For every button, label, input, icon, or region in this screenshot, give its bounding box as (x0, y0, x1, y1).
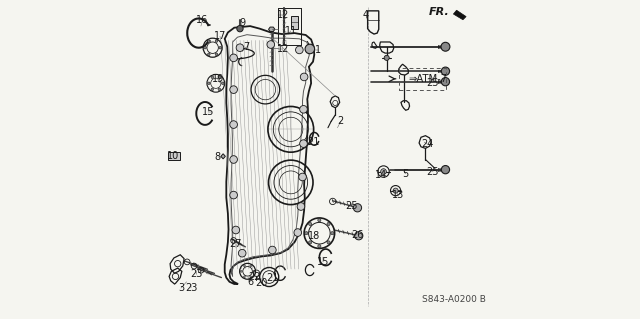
Circle shape (384, 55, 389, 60)
Circle shape (296, 46, 303, 54)
Circle shape (221, 82, 224, 85)
Circle shape (243, 276, 245, 278)
Circle shape (269, 246, 276, 254)
Text: 3: 3 (178, 283, 184, 293)
Circle shape (294, 229, 301, 236)
Text: 22: 22 (248, 272, 261, 282)
Circle shape (250, 276, 252, 278)
Circle shape (232, 226, 239, 234)
Circle shape (215, 40, 218, 42)
Text: 23: 23 (185, 283, 198, 293)
Text: 1: 1 (316, 45, 321, 55)
Circle shape (211, 88, 214, 91)
Circle shape (300, 106, 307, 113)
Text: 8: 8 (214, 152, 221, 162)
Circle shape (393, 188, 398, 193)
Circle shape (238, 249, 246, 257)
Text: 21: 21 (266, 273, 278, 283)
Circle shape (230, 156, 237, 163)
Text: 24: 24 (421, 139, 433, 149)
Circle shape (237, 26, 243, 32)
Text: 7: 7 (243, 42, 250, 52)
Text: 20: 20 (255, 278, 268, 288)
Text: 9: 9 (239, 18, 245, 28)
Circle shape (308, 222, 312, 226)
Circle shape (305, 232, 308, 235)
Text: 17: 17 (214, 31, 226, 41)
Text: 27: 27 (230, 239, 242, 249)
Circle shape (327, 241, 330, 244)
Text: 26: 26 (351, 230, 364, 240)
Circle shape (442, 67, 449, 75)
Text: S843-A0200 B: S843-A0200 B (422, 295, 486, 304)
Circle shape (300, 140, 307, 147)
Circle shape (442, 166, 449, 174)
Circle shape (381, 169, 387, 174)
Circle shape (355, 232, 363, 240)
Text: 12: 12 (277, 44, 290, 54)
Circle shape (219, 47, 221, 49)
Text: 10: 10 (167, 151, 179, 161)
Text: 2: 2 (337, 116, 344, 126)
Text: 16: 16 (196, 15, 209, 25)
Circle shape (267, 41, 275, 48)
Circle shape (305, 44, 315, 54)
Text: 21: 21 (307, 137, 319, 147)
Text: 5: 5 (403, 169, 409, 179)
Text: 25: 25 (426, 78, 439, 88)
Text: 12: 12 (277, 10, 290, 20)
Circle shape (207, 82, 210, 85)
Text: 15: 15 (202, 108, 214, 117)
Bar (291, 16, 298, 29)
Circle shape (331, 232, 334, 235)
Text: 13: 13 (392, 190, 404, 200)
Text: 6: 6 (247, 277, 253, 287)
Circle shape (218, 76, 221, 78)
Polygon shape (172, 154, 176, 158)
Circle shape (250, 265, 252, 267)
Text: 15: 15 (317, 257, 330, 267)
Polygon shape (269, 27, 275, 32)
Text: 11: 11 (285, 26, 297, 36)
Text: 23: 23 (191, 270, 203, 279)
Circle shape (204, 47, 206, 49)
Circle shape (230, 121, 237, 128)
Polygon shape (453, 10, 466, 20)
Circle shape (253, 270, 255, 272)
Circle shape (230, 86, 237, 93)
Text: 25: 25 (345, 201, 357, 211)
Circle shape (442, 78, 449, 86)
Circle shape (218, 88, 221, 91)
Text: 18: 18 (308, 231, 320, 241)
Circle shape (299, 173, 307, 181)
Circle shape (318, 219, 321, 222)
Text: ⇒ATM-7: ⇒ATM-7 (408, 74, 447, 84)
Circle shape (243, 265, 245, 267)
Polygon shape (221, 154, 225, 159)
Text: FR.: FR. (429, 7, 449, 17)
Circle shape (300, 73, 308, 81)
Circle shape (240, 270, 242, 272)
Bar (168, 152, 180, 160)
Circle shape (215, 53, 218, 56)
Circle shape (230, 191, 237, 199)
Text: 25: 25 (426, 167, 439, 177)
Circle shape (297, 203, 305, 210)
Circle shape (207, 40, 210, 42)
Circle shape (353, 204, 362, 212)
Text: 14: 14 (375, 170, 387, 180)
Circle shape (327, 222, 330, 226)
Text: 4: 4 (363, 10, 369, 20)
Circle shape (211, 76, 214, 78)
Circle shape (318, 245, 321, 248)
Circle shape (230, 54, 237, 62)
Bar (399, 68, 446, 90)
Circle shape (236, 44, 244, 51)
Text: 19: 19 (212, 74, 224, 85)
Circle shape (441, 42, 450, 51)
Circle shape (207, 53, 210, 56)
Circle shape (308, 241, 312, 244)
